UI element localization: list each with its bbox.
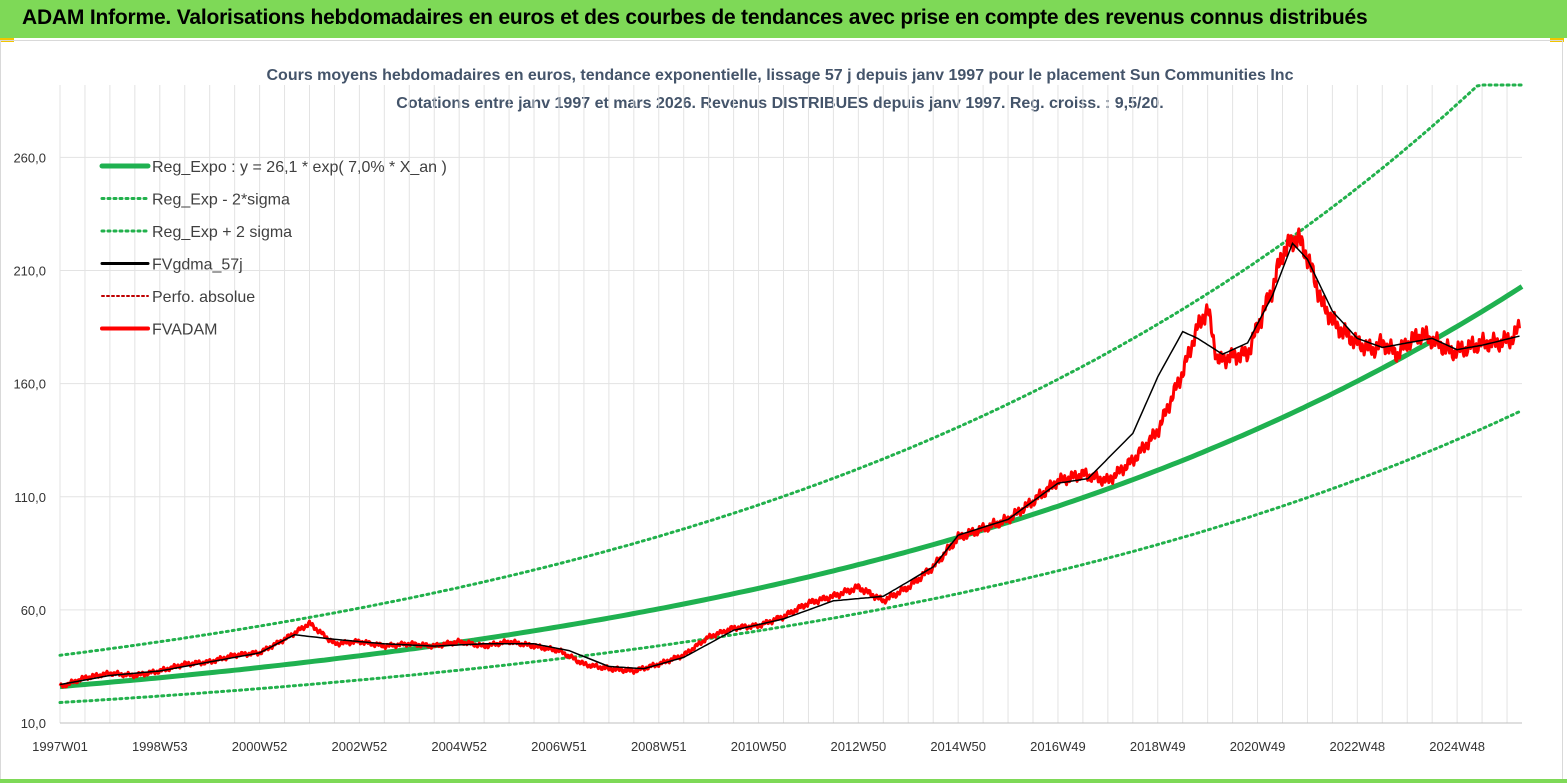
axis-layer: 10,0 60,0 110,0 160,0 210,0 260,0 1997W01 1998W…: [13, 150, 1522, 754]
page-title: ADAM Informe. Valorisations hebdomadaire…: [22, 6, 1368, 29]
legend: Reg_Expo : y = 26,1 * exp( 7,0% * X_an )…: [99, 159, 447, 339]
legend-label-gdma: FVgdma_57j: [152, 257, 243, 274]
y-tick-label: 260,0: [13, 150, 46, 165]
legend-label-minus: Reg_Exp - 2*sigma: [152, 192, 290, 209]
x-tick-label: 2002W52: [332, 739, 388, 754]
chart-title-line1: Cours moyens hebdomadaires en euros, ten…: [267, 67, 1294, 84]
y-tick-label: 10,0: [21, 716, 46, 731]
legend-label-perfo: Perfo. absolue: [152, 289, 255, 306]
x-tick-label: 2014W50: [930, 739, 986, 754]
grid-layer: [59, 85, 1522, 724]
series-fvadam: [58, 227, 1521, 689]
y-tick-label: 210,0: [13, 264, 46, 279]
x-tick-label: 2004W52: [431, 739, 487, 754]
header-banner: ADAM Informe. Valorisations hebdomadaire…: [0, 0, 1567, 38]
y-tick-label: 110,0: [14, 490, 46, 505]
y-tick-label: 60,0: [21, 603, 46, 618]
x-tick-label: 2012W50: [831, 739, 887, 754]
series-reg-expo: [59, 284, 1524, 690]
x-tick-label: 2010W50: [731, 739, 787, 754]
bottom-bar: [0, 779, 1567, 783]
legend-label-fvadam: FVADAM: [152, 322, 217, 339]
x-tick-label: 2020W49: [1230, 739, 1286, 754]
x-tick-label: 2022W48: [1330, 739, 1386, 754]
y-tick-label: 160,0: [13, 377, 46, 392]
chart-title-line2: Cotations entre janv 1997 et mars 2026. …: [396, 95, 1163, 112]
x-tick-label: 2008W51: [631, 739, 687, 754]
series-layer: [58, 83, 1524, 704]
series-reg-exp-plus-2-sigma: [58, 83, 1524, 657]
x-tick-label: 1998W53: [132, 739, 188, 754]
x-tick-label: 2016W49: [1030, 739, 1086, 754]
x-tick-label: 2018W49: [1130, 739, 1186, 754]
x-tick-label: 1997W01: [32, 739, 88, 754]
legend-label-reg_expo: Reg_Expo : y = 26,1 * exp( 7,0% * X_an ): [152, 159, 447, 176]
x-tick-label: 2024W48: [1429, 739, 1485, 754]
series-reg-exp-minus-2-sigma: [58, 408, 1524, 704]
series-fvgdma-57j: [59, 242, 1520, 686]
legend-label-plus: Reg_Exp + 2 sigma: [152, 224, 292, 241]
x-tick-label: 2006W51: [531, 739, 587, 754]
x-tick-label: 2000W52: [232, 739, 288, 754]
